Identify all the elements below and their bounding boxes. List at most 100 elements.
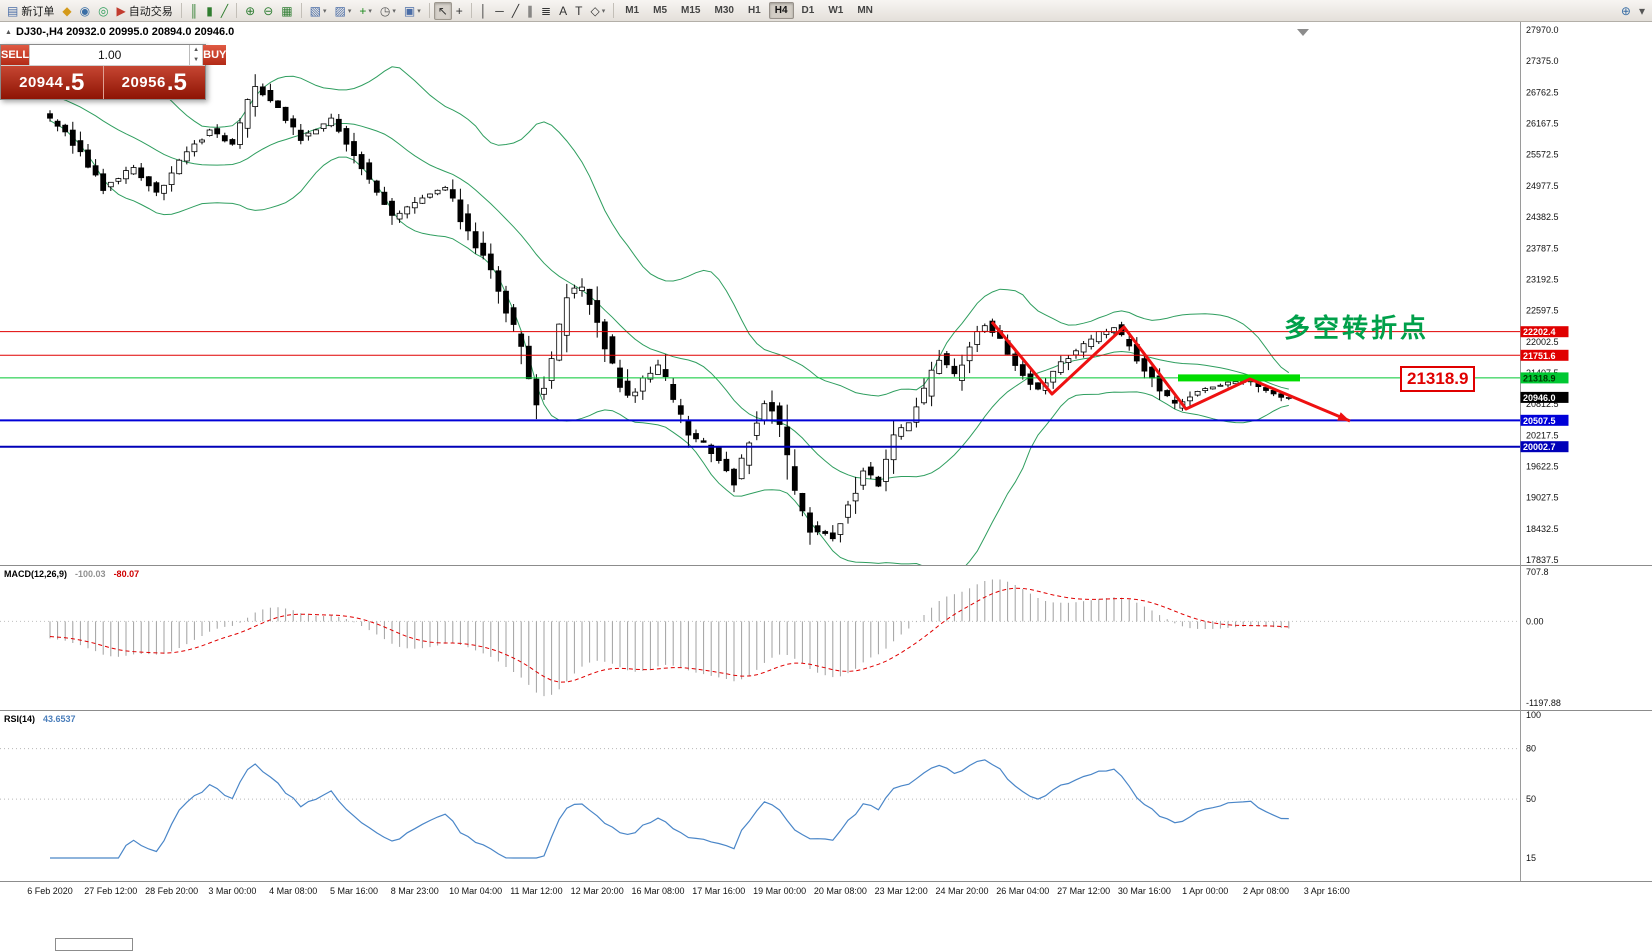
candle bbox=[1164, 390, 1171, 397]
candle-chart-button[interactable]: ▮ bbox=[202, 2, 217, 20]
svg-text:17837.5: 17837.5 bbox=[1526, 555, 1559, 565]
cursor-button[interactable]: ↖ bbox=[433, 1, 452, 20]
zoom-in-button[interactable]: ⊕ bbox=[241, 2, 259, 20]
magnifier-icon: ⊕ bbox=[1620, 3, 1631, 18]
bar-chart-button[interactable]: ║ bbox=[186, 2, 203, 20]
candle bbox=[959, 364, 965, 381]
svg-text:20812.5: 20812.5 bbox=[1526, 399, 1559, 409]
candle bbox=[609, 336, 616, 364]
svg-text:21318.9: 21318.9 bbox=[1523, 373, 1556, 383]
timeframe-h1-button[interactable]: H1 bbox=[747, 5, 761, 16]
svg-text:20217.5: 20217.5 bbox=[1526, 430, 1559, 440]
collapse-panel-icon[interactable]: ▲ bbox=[5, 28, 12, 36]
text-tool-button[interactable]: A bbox=[555, 2, 571, 20]
chart-title: ▲ DJ30-,H4 20932.0 20995.0 20894.0 20946… bbox=[5, 26, 234, 38]
highlight-rectangle[interactable] bbox=[1178, 374, 1300, 382]
volume-stepper[interactable]: ▲ ▼ bbox=[189, 45, 202, 65]
add-indicator-button[interactable]: + ▾ bbox=[355, 2, 376, 20]
community-button[interactable]: ◎ bbox=[94, 2, 112, 20]
sell-price-main: 20944 bbox=[19, 74, 64, 91]
time-axis-label: 1 Apr 00:00 bbox=[1182, 886, 1229, 896]
zoom-out-button[interactable]: ⊖ bbox=[259, 2, 277, 20]
time-axis[interactable]: 6 Feb 2020 27 Feb 12:00 28 Feb 20:00 3 Mar … bbox=[0, 881, 1652, 903]
candle bbox=[655, 364, 661, 375]
candle bbox=[693, 433, 699, 440]
coins-icon: ◆ bbox=[62, 3, 72, 18]
step-down-icon[interactable]: ▼ bbox=[193, 57, 200, 63]
line-chart-button[interactable]: ╱ bbox=[217, 2, 232, 20]
time-axis-label: 6 Feb 2020 bbox=[27, 886, 73, 896]
timeframe-m15-button[interactable]: M15 bbox=[681, 5, 701, 16]
volume-field: ▲ ▼ bbox=[29, 45, 204, 65]
rsi-panel[interactable]: 100 80 50 15 RSI(14) 43.6537 bbox=[0, 710, 1652, 881]
timeframe-h4-button[interactable]: H4 bbox=[768, 2, 794, 19]
chart-shift-marker[interactable] bbox=[1297, 29, 1309, 36]
svg-text:20946.0: 20946.0 bbox=[1523, 393, 1556, 403]
periods-button[interactable]: ◷ ▾ bbox=[376, 2, 400, 20]
sell-price-button[interactable]: 20944 .5 bbox=[1, 66, 103, 99]
vertical-line-button[interactable]: │ bbox=[476, 2, 492, 20]
candle bbox=[518, 333, 525, 347]
price-callout-label[interactable]: 21318.9 bbox=[1400, 366, 1476, 392]
search-button[interactable]: ⊕ bbox=[1617, 2, 1635, 20]
deposit-button[interactable]: ◆ bbox=[58, 2, 75, 20]
timeframe-m30-button[interactable]: M30 bbox=[714, 5, 734, 16]
timeframe-m1-button[interactable]: M1 bbox=[625, 5, 640, 16]
volume-input[interactable] bbox=[30, 45, 190, 65]
price-chart[interactable]: 27970.0 27375.0 26762.5 26167.5 25572.5 24977… bbox=[0, 22, 1652, 565]
candle bbox=[1278, 393, 1285, 398]
trendline-button[interactable]: ╱ bbox=[508, 2, 523, 20]
candle bbox=[837, 523, 844, 535]
new-chart-button[interactable]: ▧ ▾ bbox=[306, 2, 331, 20]
candle bbox=[981, 325, 988, 332]
step-up-icon[interactable]: ▲ bbox=[193, 47, 200, 53]
timeframe-mn-button[interactable]: MN bbox=[857, 5, 873, 16]
timeframe-m5-button[interactable]: M5 bbox=[653, 5, 668, 16]
crosshair-button[interactable]: + bbox=[452, 2, 467, 20]
tile-windows-button[interactable]: ▦ bbox=[277, 2, 296, 20]
candle bbox=[510, 307, 517, 325]
timeframe-w1-button[interactable]: W1 bbox=[828, 5, 844, 16]
candle bbox=[290, 118, 297, 128]
candle bbox=[419, 197, 426, 204]
svg-text:26167.5: 26167.5 bbox=[1526, 119, 1559, 129]
autotrade-button[interactable]: ▶ 自动交易 bbox=[113, 2, 177, 20]
candle bbox=[373, 180, 380, 193]
price-tag: 20507.5 bbox=[1520, 414, 1569, 426]
channel-button[interactable]: ∥ bbox=[523, 2, 537, 20]
turning-point-annotation[interactable]: 多空转折点 bbox=[1284, 313, 1430, 343]
fibonacci-button[interactable]: ≣ bbox=[537, 2, 555, 20]
sell-button[interactable]: SELL bbox=[1, 45, 30, 65]
quick-nav-button[interactable]: ▾ bbox=[1635, 2, 1649, 20]
buy-price-button[interactable]: 20956 .5 bbox=[102, 66, 205, 99]
label-tool-button[interactable]: T bbox=[571, 2, 586, 20]
candle bbox=[1141, 358, 1148, 372]
macd-panel[interactable]: 707.8 0.00 -1197.88 MACD(12,26,9) -100.03 -80… bbox=[0, 565, 1652, 710]
chart-shot-button[interactable]: ▣ ▾ bbox=[400, 2, 425, 20]
timeframe-d1-button[interactable]: D1 bbox=[801, 5, 815, 16]
candle bbox=[1065, 358, 1072, 364]
buy-button[interactable]: BUY bbox=[203, 45, 227, 65]
new-order-button[interactable]: ▤ 新订单 bbox=[3, 2, 58, 20]
time-axis-label: 28 Feb 20:00 bbox=[145, 886, 199, 896]
toolbar-separator bbox=[236, 3, 238, 18]
bollinger-middle-line bbox=[49, 94, 1289, 481]
candle bbox=[632, 391, 639, 397]
candle bbox=[1209, 386, 1216, 390]
profiles-button[interactable]: ▨ ▾ bbox=[330, 2, 355, 20]
trend-arrow-annotation[interactable] bbox=[990, 321, 1351, 423]
time-axis-label: 3 Apr 16:00 bbox=[1303, 886, 1350, 896]
candle bbox=[130, 167, 137, 175]
shapes-button[interactable]: ◇ ▾ bbox=[586, 2, 609, 20]
macd-histogram bbox=[49, 579, 1290, 697]
hline-icon: ─ bbox=[495, 3, 504, 18]
candle bbox=[548, 358, 555, 382]
new-order-label: 新订单 bbox=[21, 5, 55, 18]
candle bbox=[905, 422, 912, 432]
svg-text:22202.4: 22202.4 bbox=[1523, 327, 1556, 337]
accounts-button[interactable]: ◉ bbox=[76, 2, 94, 20]
candle bbox=[898, 427, 905, 437]
price-axis[interactable]: 27970.0 27375.0 26762.5 26167.5 25572.5 24977… bbox=[1526, 25, 1559, 565]
horizontal-line-button[interactable]: ─ bbox=[491, 2, 508, 20]
